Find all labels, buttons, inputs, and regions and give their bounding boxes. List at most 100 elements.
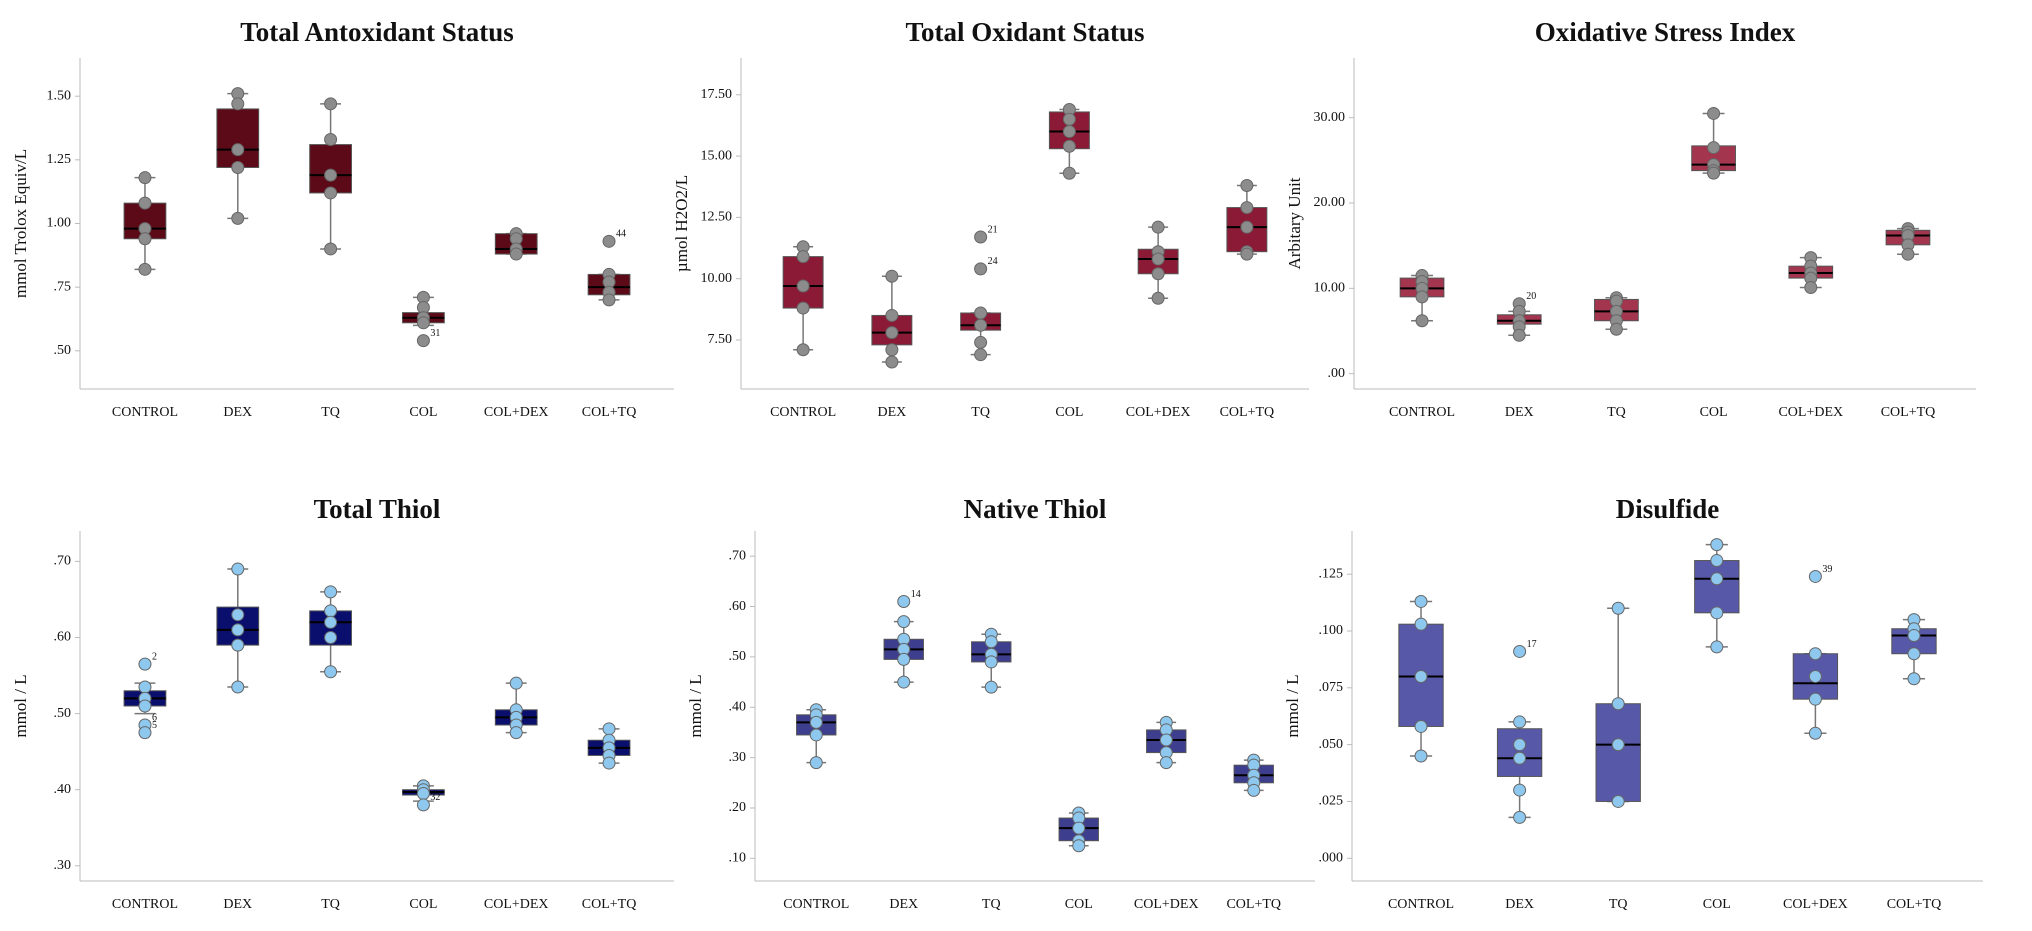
point-label: 32 bbox=[430, 792, 440, 803]
data-point bbox=[1513, 715, 1527, 729]
x-tick-label: TQ bbox=[982, 897, 1001, 912]
x-tick-label: DEX bbox=[223, 897, 252, 912]
data-point bbox=[324, 186, 338, 200]
data-point bbox=[1513, 738, 1527, 752]
y-tick-label: 7.50 bbox=[708, 332, 733, 347]
y-tick-label: .70 bbox=[729, 548, 747, 563]
chart-title: Native Thiol bbox=[964, 494, 1107, 524]
data-point bbox=[974, 306, 988, 320]
data-point bbox=[796, 279, 810, 293]
x-tick-label: DEX bbox=[1505, 897, 1534, 912]
data-point bbox=[1808, 647, 1822, 661]
data-point bbox=[1513, 751, 1527, 765]
data-point bbox=[1707, 166, 1721, 180]
data-point bbox=[796, 343, 810, 357]
data-point bbox=[1151, 267, 1165, 281]
data-point bbox=[1512, 328, 1526, 342]
data-point bbox=[809, 756, 823, 770]
point-label: 44 bbox=[616, 229, 626, 240]
data-point bbox=[1710, 572, 1724, 586]
data-point bbox=[1710, 554, 1724, 568]
data-point bbox=[1414, 617, 1428, 631]
data-point bbox=[809, 715, 823, 729]
data-point bbox=[509, 247, 523, 261]
data-point bbox=[416, 798, 430, 812]
data-point bbox=[796, 250, 810, 264]
data-point bbox=[1151, 291, 1165, 305]
data-point bbox=[885, 343, 899, 357]
data-point bbox=[885, 355, 899, 369]
data-point bbox=[138, 657, 152, 671]
data-point bbox=[324, 168, 338, 182]
data-point bbox=[138, 699, 152, 713]
x-tick-label: CONTROL bbox=[112, 405, 178, 420]
chart-title: Disulfide bbox=[1616, 494, 1720, 524]
y-tick-label: .10 bbox=[729, 851, 747, 866]
y-tick-label: .60 bbox=[729, 599, 747, 614]
data-point bbox=[324, 631, 338, 645]
x-tick-label: COL+TQ bbox=[582, 897, 637, 912]
x-tick-label: COL+TQ bbox=[1220, 405, 1275, 420]
y-tick-label: .125 bbox=[1319, 566, 1344, 581]
data-point bbox=[1707, 141, 1721, 155]
x-tick-label: COL+DEX bbox=[1778, 405, 1843, 420]
point-label: 5 bbox=[152, 720, 157, 731]
data-point bbox=[231, 680, 245, 694]
y-tick-label: .75 bbox=[54, 279, 72, 294]
x-tick-label: COL bbox=[1065, 897, 1093, 912]
y-tick-label: 17.50 bbox=[701, 87, 733, 102]
data-point bbox=[1062, 125, 1076, 139]
data-point bbox=[324, 585, 338, 599]
x-tick-label: COL+DEX bbox=[1134, 897, 1199, 912]
data-point bbox=[1907, 629, 1921, 643]
data-point bbox=[885, 269, 899, 283]
y-tick-label: .60 bbox=[54, 630, 72, 645]
point-label: 6 bbox=[152, 712, 157, 723]
y-tick-label: 1.00 bbox=[47, 216, 72, 231]
data-point bbox=[984, 635, 998, 649]
data-point bbox=[1611, 738, 1625, 752]
chart-title: Total Antoxidant Status bbox=[240, 17, 514, 47]
point-label: 17 bbox=[1527, 639, 1537, 650]
data-point bbox=[1710, 538, 1724, 552]
data-point bbox=[1907, 647, 1921, 661]
x-tick-label: COL bbox=[409, 405, 437, 420]
data-point bbox=[974, 230, 988, 244]
data-point bbox=[324, 242, 338, 256]
x-tick-label: CONTROL bbox=[1389, 405, 1455, 420]
x-tick-label: TQ bbox=[971, 405, 990, 420]
data-point bbox=[1159, 756, 1173, 770]
x-tick-label: COL bbox=[1055, 405, 1083, 420]
y-tick-label: .50 bbox=[729, 649, 747, 664]
data-point bbox=[1240, 178, 1254, 192]
y-tick-label: 10.00 bbox=[701, 271, 733, 286]
y-tick-label: 20.00 bbox=[1314, 195, 1346, 210]
x-tick-label: COL+DEX bbox=[1126, 405, 1191, 420]
x-tick-label: COL+DEX bbox=[484, 405, 549, 420]
y-tick-label: 1.25 bbox=[47, 152, 72, 167]
data-point bbox=[1062, 139, 1076, 153]
y-tick-label: .100 bbox=[1319, 623, 1344, 638]
y-axis-label: mmol / L bbox=[686, 674, 705, 737]
data-point bbox=[509, 726, 523, 740]
data-point bbox=[231, 562, 245, 576]
data-point bbox=[897, 595, 911, 609]
data-point bbox=[416, 787, 430, 800]
data-point bbox=[974, 318, 988, 332]
data-point bbox=[897, 652, 911, 666]
x-tick-label: COL bbox=[409, 897, 437, 912]
data-point bbox=[602, 293, 616, 307]
point-label: 39 bbox=[1822, 564, 1832, 575]
data-point bbox=[885, 308, 899, 322]
y-tick-label: 10.00 bbox=[1314, 281, 1346, 296]
data-point bbox=[1159, 733, 1173, 747]
x-tick-label: CONTROL bbox=[112, 897, 178, 912]
y-tick-label: .000 bbox=[1319, 850, 1344, 865]
y-axis-label: Arbitary Unit bbox=[1285, 177, 1304, 269]
data-point bbox=[324, 665, 338, 679]
data-point bbox=[1240, 220, 1254, 234]
x-tick-label: CONTROL bbox=[1388, 897, 1454, 912]
data-point bbox=[231, 143, 245, 157]
data-point bbox=[1513, 644, 1527, 658]
